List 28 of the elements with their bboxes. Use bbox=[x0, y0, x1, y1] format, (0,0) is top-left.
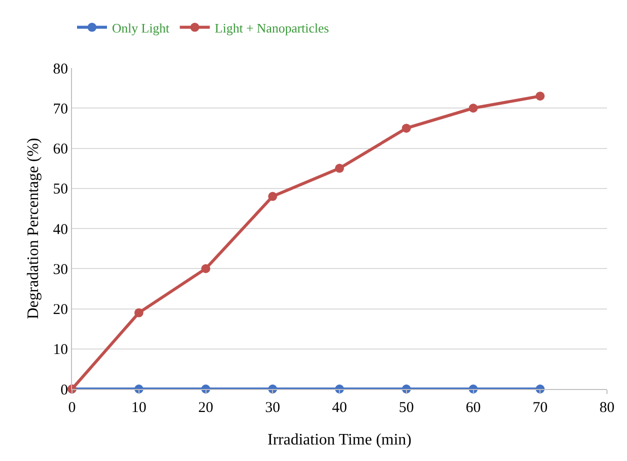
point bbox=[201, 264, 210, 274]
x-tick-label: 50 bbox=[398, 400, 414, 416]
x-tick-label: 30 bbox=[265, 400, 280, 416]
y-tick-label: 70 bbox=[53, 101, 68, 118]
x-tick-label: 80 bbox=[600, 400, 614, 416]
legend-label: Only Light bbox=[112, 20, 170, 36]
point bbox=[468, 104, 478, 113]
x-tick-label: 20 bbox=[198, 400, 214, 416]
point bbox=[134, 308, 144, 318]
point bbox=[536, 92, 545, 101]
y-tick-label: 0 bbox=[60, 382, 68, 398]
x-tick-label: 60 bbox=[466, 400, 481, 416]
x-axis-title: Irradiation Time (min) bbox=[268, 432, 412, 449]
legend-label: Light + Nanoparticles bbox=[214, 20, 330, 36]
point bbox=[335, 164, 344, 173]
y-tick-label: 50 bbox=[53, 182, 68, 198]
y-tick-label: 80 bbox=[53, 61, 68, 78]
y-tick-label: 40 bbox=[53, 222, 68, 238]
point bbox=[268, 192, 278, 201]
y-tick-label: 60 bbox=[53, 142, 68, 158]
y-tick-label: 10 bbox=[53, 342, 68, 358]
x-tick-label: 70 bbox=[532, 400, 548, 416]
x-tick-label: 40 bbox=[332, 400, 347, 416]
point bbox=[402, 124, 411, 133]
y-tick-label: 30 bbox=[53, 262, 68, 278]
y-tick-label: 20 bbox=[53, 302, 68, 318]
x-tick-label: 10 bbox=[131, 400, 146, 416]
y-axis-title: Degradation Percentage (%) bbox=[24, 138, 42, 320]
